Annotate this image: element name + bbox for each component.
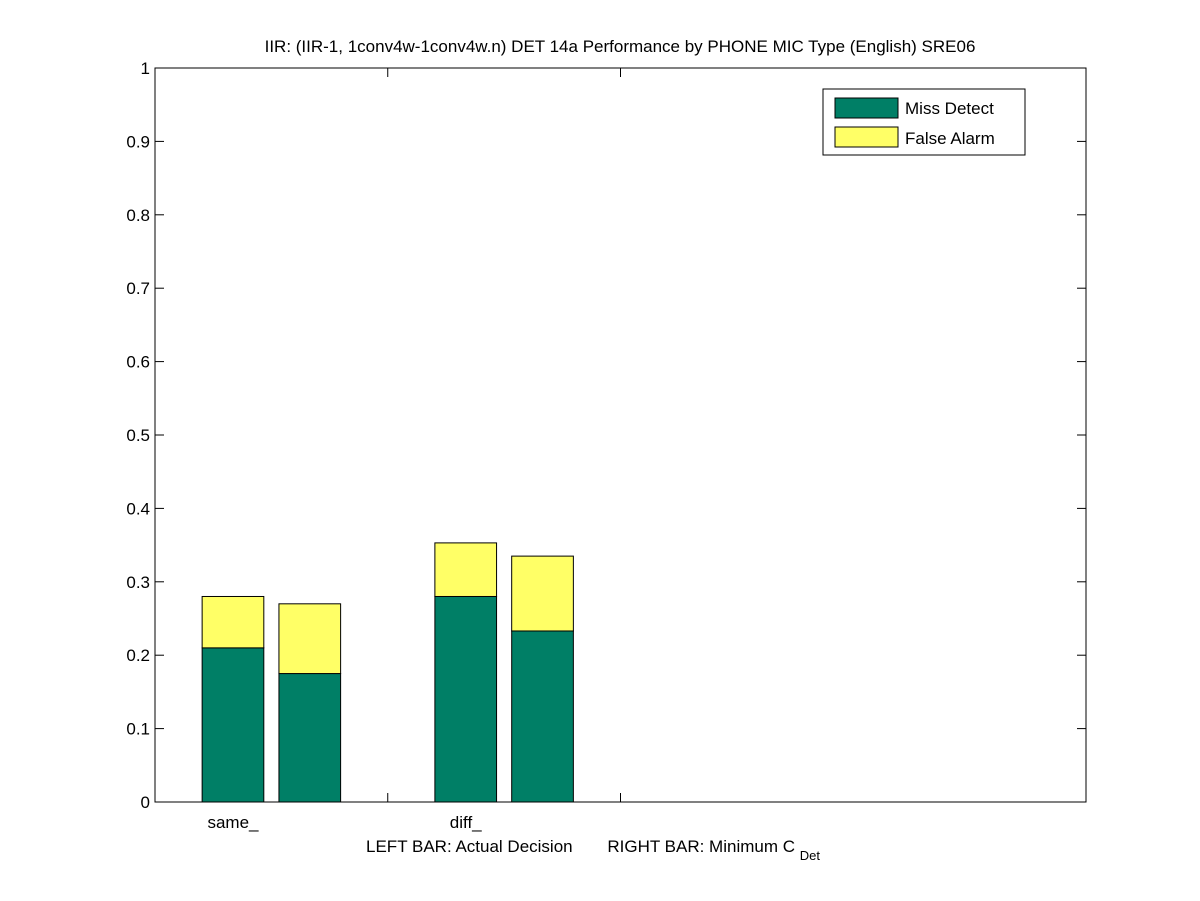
y-tick-label: 0.9 [126,132,150,151]
y-tick-label: 0.8 [126,206,150,225]
x-axis-label-subscript: Det [800,848,821,863]
y-tick-label: 0.1 [126,720,150,739]
x-axis-label-left: LEFT BAR: Actual Decision [366,837,573,856]
y-tick-label: 0.3 [126,573,150,592]
y-tick-label: 0.7 [126,279,150,298]
y-tick-label: 0.4 [126,499,150,518]
bar-same-actual-false-alarm [201,595,265,649]
legend-label-miss-detect: Miss Detect [905,99,994,118]
x-category-label: same_ [207,813,259,832]
legend-swatch-miss-detect [834,97,899,119]
legend-label-false-alarm: False Alarm [905,129,995,148]
legend: Miss Detect False Alarm [822,88,1026,156]
y-tick-label: 0 [141,793,150,812]
bar-diff-actual-false-alarm [434,542,498,597]
bar-same-minimum-false-alarm [278,603,342,675]
bar-diff-minimum-false-alarm [511,555,574,632]
x-axis-label-right: RIGHT BAR: Minimum C [607,837,795,856]
y-tick-label: 0.5 [126,426,150,445]
chart-title: IIR: (IIR-1, 1conv4w-1conv4w.n) DET 14a … [265,37,976,56]
bar-diff-minimum-miss-detect [511,630,574,803]
y-tick-label: 1 [141,59,150,78]
bars-layer [201,542,574,803]
y-tick-label: 0.2 [126,646,150,665]
bar-diff-actual-miss-detect [434,595,498,803]
bar-same-minimum-miss-detect [278,673,342,803]
ticks-layer: 0 0.1 0.2 0.3 0.4 0.5 0.6 0.7 0.8 0.9 1 same_ diff_ [126,59,1086,832]
x-category-label: diff_ [450,813,482,832]
legend-swatch-false-alarm [834,126,899,148]
bar-same-actual-miss-detect [201,647,265,803]
y-tick-label: 0.6 [126,353,150,372]
x-axis-label: LEFT BAR: Actual Decision RIGHT BAR: Min… [366,837,820,863]
